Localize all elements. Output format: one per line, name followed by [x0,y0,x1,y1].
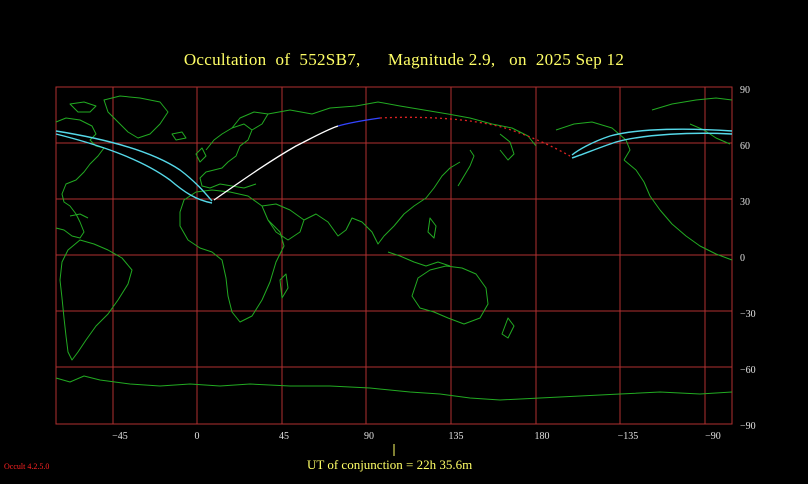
coast-indonesia [387,251,451,267]
path-limit-south-west [55,133,213,204]
latitude-tick: −30 [740,309,756,320]
coast-europe [199,123,257,189]
graticule [56,87,732,424]
longitude-ticks: −45 0 45 90 135 180 −135 −90 [112,431,721,442]
longitude-tick: 135 [449,431,464,442]
latitude-tick: 90 [740,85,750,96]
title-object: Occultation of 552SB7, [183,50,361,69]
coast-iceland [171,131,187,141]
longitude-tick: 90 [364,431,374,442]
latitude-ticks: 90 60 30 0 −30 −60 −90 [740,85,756,432]
coast-new-zealand [501,317,515,339]
coast-greenland [103,95,169,139]
coast-madagascar [279,273,289,299]
coast-south-asia [303,161,461,245]
path-limit-south-east [571,132,733,159]
central-line-twilight [337,117,381,127]
coast-africa [179,189,285,323]
coast-arctic-islands [69,101,97,113]
coast-antarctica [55,375,733,401]
path-limit-north-east [571,128,733,156]
latitude-tick: 30 [740,197,750,208]
coast-arabia [261,203,305,241]
central-line [213,116,571,201]
coast-scandinavia [231,111,269,131]
latitude-tick: −60 [740,365,756,376]
longitude-tick: −135 [618,431,639,442]
coastlines [55,95,733,401]
coast-british-isles [195,147,207,163]
coast-north-america-west [623,159,733,261]
latitude-tick: 60 [740,141,750,152]
coast-canada-arctic [651,97,733,111]
longitude-tick: −90 [705,431,721,442]
coast-siberia [267,101,537,147]
central-line-night [379,116,571,157]
coast-alaska [555,121,631,161]
coast-caribbean [69,213,89,219]
coast-australia [411,265,489,325]
longitude-tick: 0 [195,431,200,442]
path-limits [55,128,733,204]
latitude-tick: 0 [740,253,745,264]
map-title: Occultation of 552SB7, Magnitude 2.9, on… [0,50,808,70]
central-line-day [213,125,339,201]
coast-kamchatka [499,133,515,161]
version-label: Occult 4.2.5.0 [4,462,50,471]
longitude-tick: −45 [112,431,128,442]
title-magnitude: Magnitude 2.9, [387,50,496,69]
ut-of-conjunction-label: UT of conjunction = 22h 35.6m [307,457,473,472]
path-limit-north-west [55,130,213,202]
coast-south-america [59,239,133,361]
coast-north-america-east [55,117,105,239]
longitude-tick: 180 [535,431,550,442]
coast-japan [457,149,475,187]
latitude-tick: −90 [740,421,756,432]
coast-philippines [427,217,437,239]
longitude-tick: 45 [279,431,289,442]
title-date: on 2025 Sep 12 [509,50,625,69]
